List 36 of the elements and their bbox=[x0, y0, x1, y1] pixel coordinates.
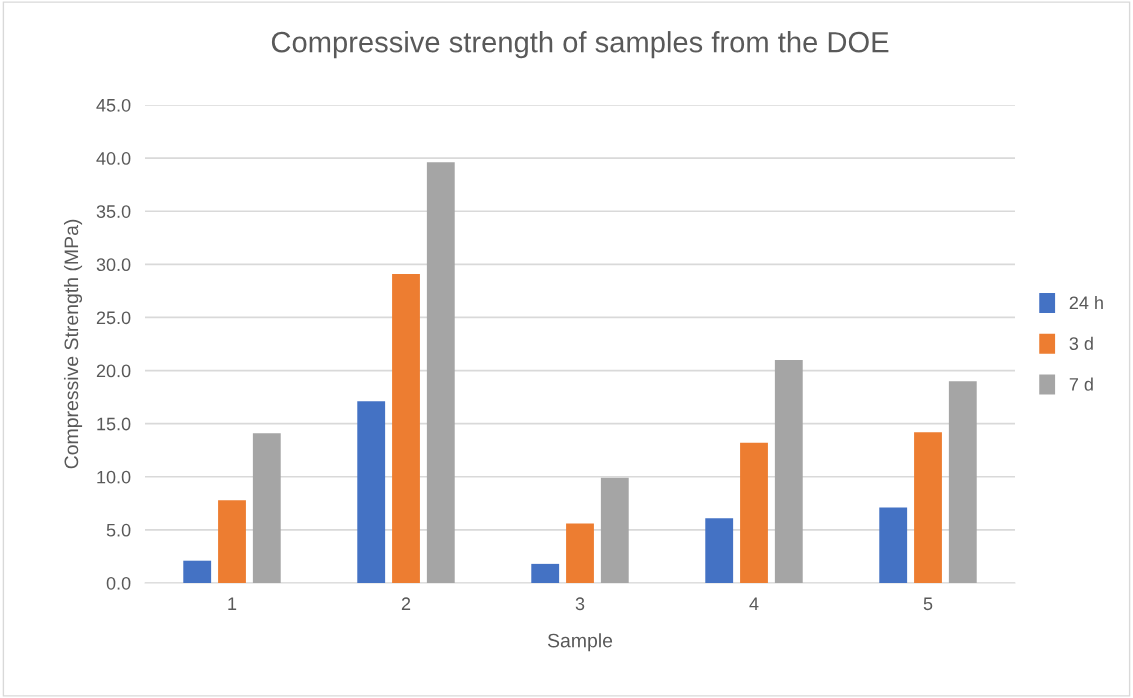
y-tick-label: 35.0 bbox=[96, 205, 131, 218]
y-tick-label: 40.0 bbox=[96, 152, 131, 165]
y-axis-title: Compressive Strength (MPa) bbox=[63, 219, 83, 469]
y-tick-label: 25.0 bbox=[96, 311, 131, 325]
y-tick-label: 0.0 bbox=[106, 576, 131, 590]
legend-label: 24 h bbox=[1069, 295, 1103, 310]
bar bbox=[705, 518, 734, 583]
bar bbox=[426, 162, 455, 583]
y-tick-label: 20.0 bbox=[96, 364, 131, 378]
bar bbox=[740, 442, 768, 583]
bar bbox=[183, 560, 212, 583]
y-tick-label: 30.0 bbox=[96, 258, 131, 272]
bar bbox=[218, 500, 246, 583]
x-tick-label: 1 bbox=[228, 597, 237, 610]
bar bbox=[774, 359, 803, 583]
bar bbox=[252, 433, 281, 583]
bar bbox=[879, 507, 908, 583]
y-tick-label: 15.0 bbox=[97, 417, 131, 431]
bar bbox=[566, 523, 594, 583]
bar bbox=[948, 381, 977, 583]
bar bbox=[531, 563, 560, 583]
y-tick-label: 10.0 bbox=[97, 470, 131, 484]
y-tick-label: 5.0 bbox=[106, 523, 131, 537]
x-tick-label: 5 bbox=[923, 597, 933, 611]
bar bbox=[392, 273, 420, 583]
legend-label: 3 d bbox=[1069, 336, 1093, 350]
x-tick-label: 2 bbox=[401, 597, 411, 610]
bar bbox=[357, 401, 386, 583]
y-tick-label: 45.0 bbox=[96, 98, 131, 112]
bar bbox=[600, 477, 629, 583]
x-tick-label: 4 bbox=[749, 597, 759, 610]
chart-title: Compressive strength of samples from the DOE bbox=[271, 31, 889, 59]
bar bbox=[914, 432, 942, 583]
x-tick-label: 3 bbox=[575, 597, 585, 611]
x-axis-title: Sample bbox=[547, 633, 613, 652]
legend-label: 7 d bbox=[1069, 377, 1093, 391]
